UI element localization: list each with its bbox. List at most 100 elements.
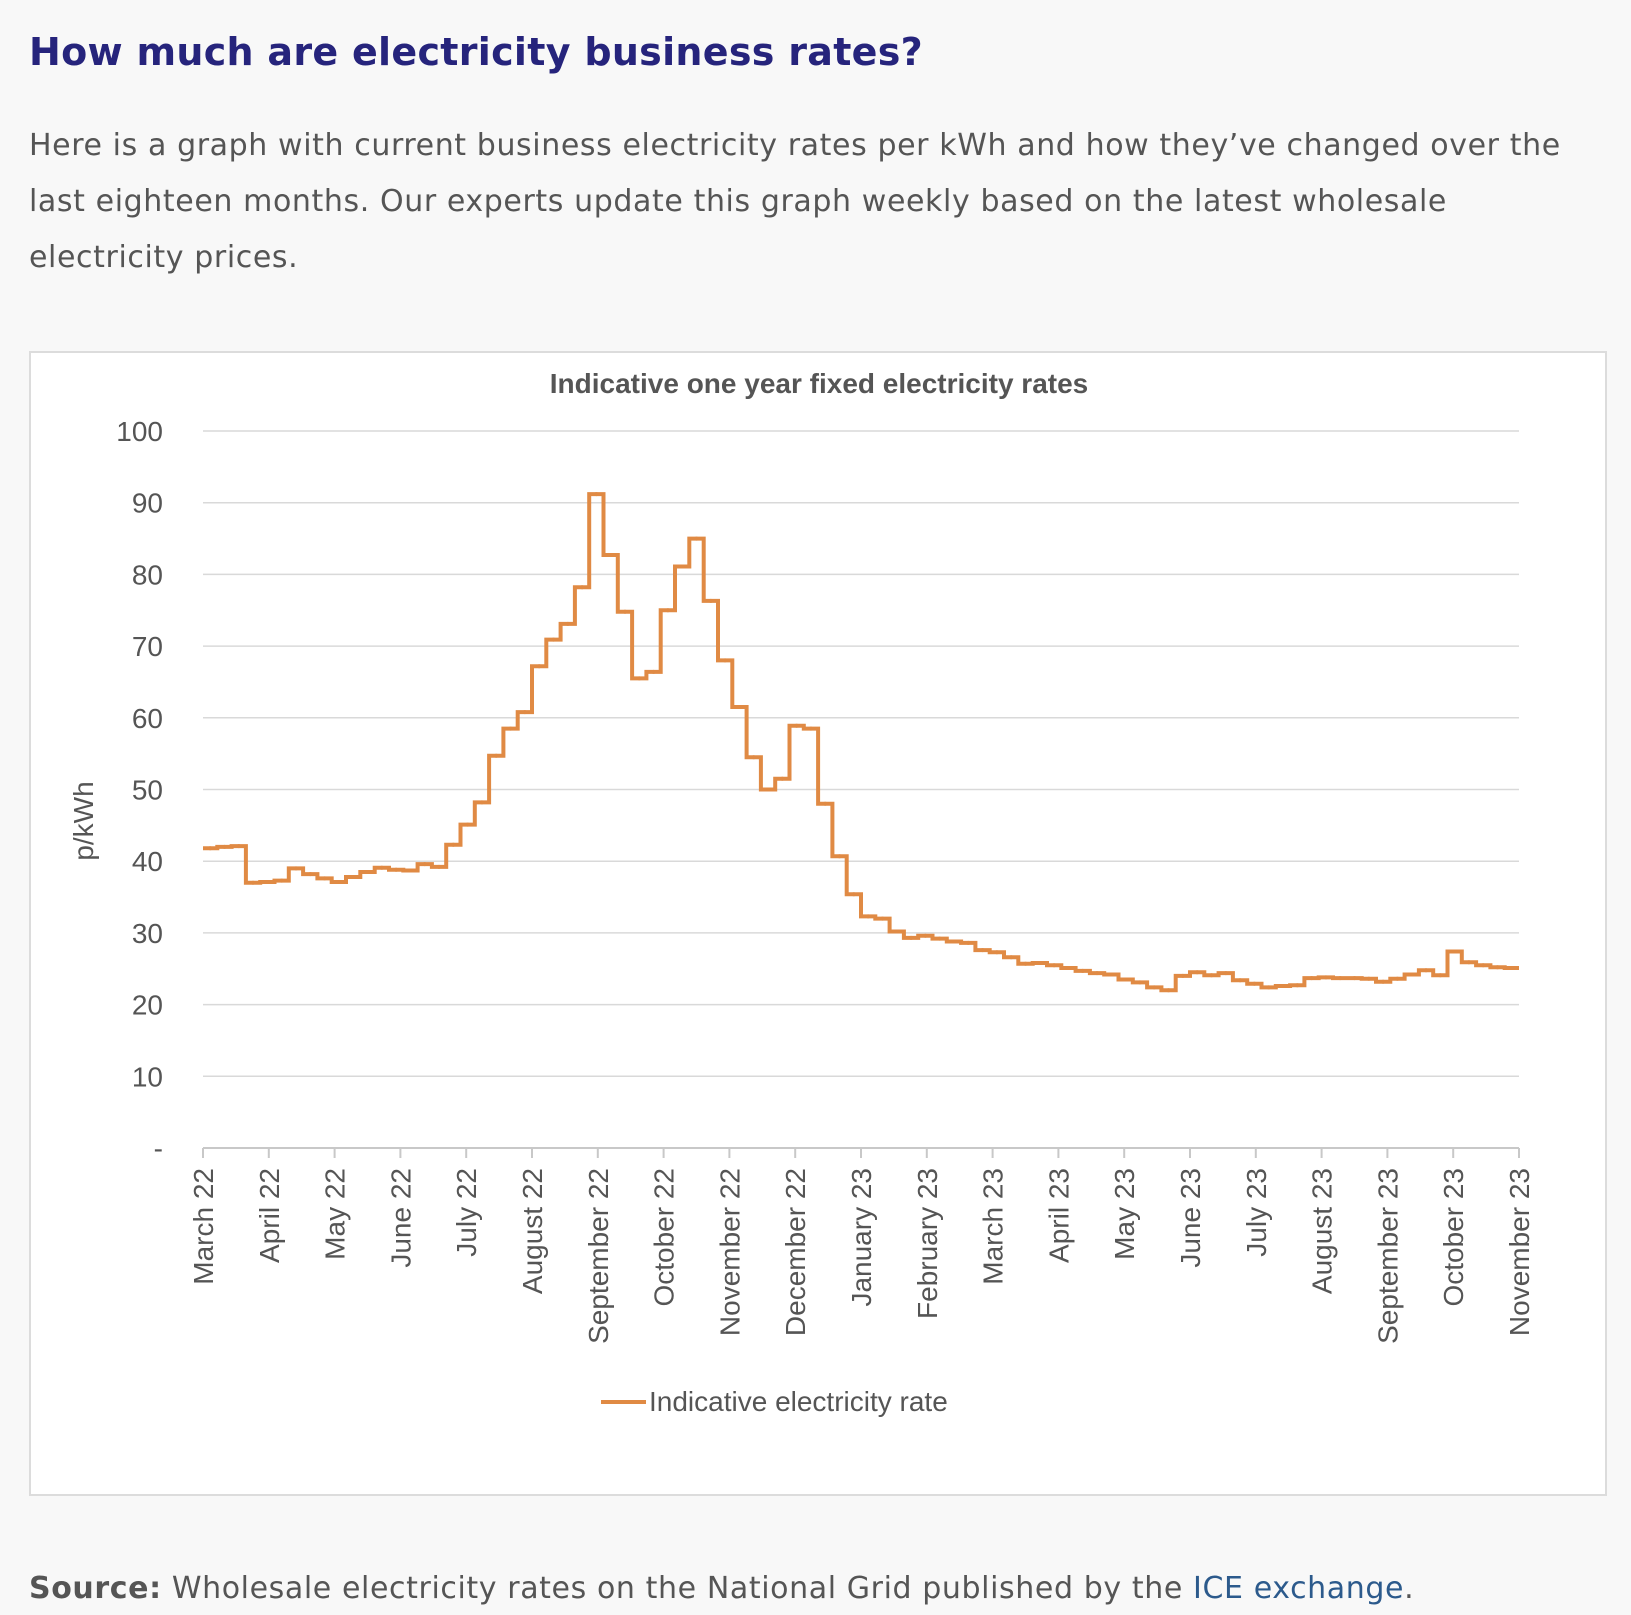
data-point: [222, 844, 227, 849]
x-tick-label: July 22: [451, 1168, 482, 1257]
x-tick-label: August 23: [1307, 1168, 1338, 1294]
data-point: [1209, 973, 1214, 978]
data-point: [1195, 970, 1200, 975]
data-point: [1323, 975, 1328, 980]
data-point: [1438, 973, 1443, 978]
x-tick-label: January 23: [846, 1168, 877, 1307]
data-point: [751, 755, 756, 760]
y-tick-label: 50: [132, 775, 163, 806]
data-point: [1052, 963, 1057, 968]
y-tick-label: 10: [132, 1061, 163, 1092]
data-point: [308, 872, 313, 877]
data-point: [580, 585, 585, 590]
data-point: [823, 801, 828, 806]
data-point: [1023, 961, 1028, 966]
legend: Indicative electricity rate: [601, 1386, 948, 1417]
data-point: [251, 880, 256, 885]
data-point: [737, 705, 742, 709]
data-point: [1466, 960, 1471, 965]
x-tick-label: April 23: [1043, 1168, 1074, 1263]
data-point: [365, 870, 370, 874]
x-tick-label: December 22: [780, 1168, 811, 1336]
data-point: [880, 916, 885, 921]
x-tick-label: September 22: [583, 1168, 614, 1344]
data-point: [1281, 984, 1285, 988]
x-tick-label: June 22: [385, 1168, 416, 1268]
data-point: [551, 637, 556, 642]
data-point: [394, 867, 399, 872]
x-tick-label: August 22: [517, 1168, 548, 1294]
data-point: [608, 553, 613, 557]
data-point: [1452, 949, 1457, 954]
data-point: [937, 936, 942, 941]
data-point: [680, 564, 685, 569]
x-tick-label: May 22: [320, 1168, 351, 1260]
data-point: [279, 878, 284, 883]
data-point: [294, 866, 298, 871]
data-point: [766, 787, 770, 792]
data-point: [1481, 963, 1486, 968]
data-point: [336, 880, 341, 884]
data-point: [1395, 976, 1400, 981]
x-tick-label: November 22: [714, 1168, 745, 1336]
data-point: [379, 865, 384, 870]
source-text: Wholesale electricity rates on the Natio…: [161, 1571, 1194, 1606]
intro-paragraph: Here is a graph with current business el…: [29, 128, 1561, 275]
data-point: [1037, 961, 1042, 965]
data-point: [1180, 973, 1185, 978]
data-point: [1352, 976, 1357, 981]
data-point: [1109, 972, 1114, 977]
data-point: [909, 935, 914, 940]
data-point: [980, 948, 985, 953]
data-point: [994, 950, 999, 955]
x-tick-label: October 23: [1438, 1168, 1469, 1307]
data-point: [1080, 968, 1085, 973]
data-point: [1238, 978, 1243, 983]
y-tick-label: 100: [116, 416, 163, 447]
chart-container: Indicative one year fixed electricity ra…: [29, 351, 1607, 1496]
y-tick-label: 90: [132, 488, 163, 519]
source-note: Source: Wholesale electricity rates on t…: [29, 1571, 1414, 1606]
data-point: [694, 536, 699, 541]
data-point: [322, 876, 327, 881]
data-point: [1338, 976, 1343, 981]
data-point: [1123, 977, 1128, 982]
data-point: [651, 669, 656, 674]
data-point: [1066, 966, 1071, 970]
data-point: [966, 940, 971, 945]
x-tick-label: May 23: [1109, 1168, 1140, 1260]
data-point: [351, 875, 356, 879]
data-point: [780, 776, 785, 781]
y-tick-label: -: [154, 1133, 163, 1164]
data-point: [465, 822, 470, 827]
data-point: [594, 492, 599, 497]
data-point: [794, 723, 799, 728]
data-point: [1366, 976, 1371, 981]
y-tick-label: 40: [132, 846, 163, 877]
data-point: [1252, 981, 1257, 986]
data-point: [437, 864, 441, 869]
y-axis-label: p/kWh: [68, 781, 99, 860]
x-tick-label: March 23: [978, 1168, 1009, 1285]
data-point: [1009, 955, 1014, 960]
data-point: [923, 933, 928, 938]
data-point: [1309, 976, 1314, 981]
page-heading: How much are electricity business rates?: [29, 30, 923, 74]
y-tick-label: 80: [132, 559, 163, 590]
data-point: [537, 664, 542, 669]
x-tick-label: February 23: [912, 1168, 943, 1319]
data-point: [508, 726, 513, 731]
data-point: [408, 868, 413, 873]
data-point: [1166, 988, 1171, 993]
data-point: [1424, 968, 1428, 973]
data-point: [665, 608, 670, 613]
x-tick-label: October 22: [649, 1168, 680, 1307]
series-layer: [203, 492, 1519, 993]
ice-exchange-link[interactable]: ICE exchange: [1193, 1571, 1405, 1606]
y-tick-label: 20: [132, 990, 163, 1021]
data-point: [1381, 979, 1386, 984]
data-point: [422, 862, 427, 867]
data-point: [1137, 980, 1142, 985]
data-point: [708, 598, 713, 603]
data-point: [851, 892, 856, 897]
